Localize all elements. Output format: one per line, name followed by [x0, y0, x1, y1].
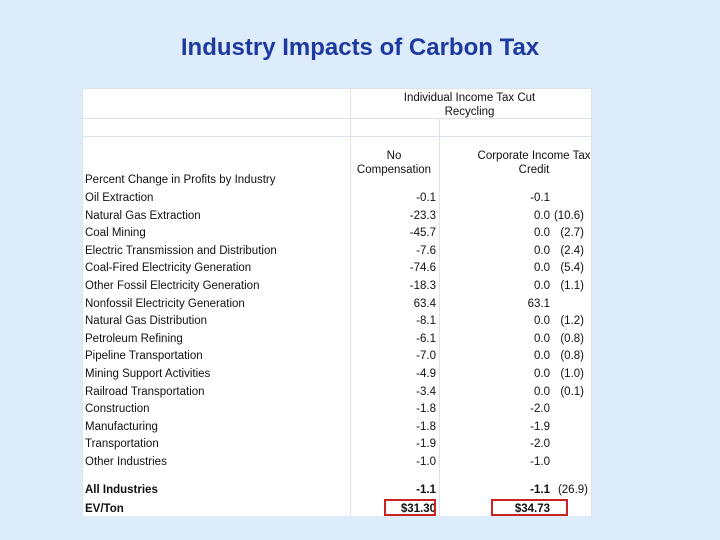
no-compensation-value: -7.0 — [416, 350, 436, 363]
highlight-box — [384, 499, 436, 516]
no-compensation-value: -1.8 — [416, 403, 436, 416]
no-compensation-value: -4.9 — [416, 368, 436, 380]
industry-label: Pipeline Transportation — [85, 350, 203, 363]
grid-line — [350, 88, 351, 516]
corporate-credit-value: 0.0 — [534, 209, 550, 222]
no-compensation-value: -1.9 — [416, 438, 436, 451]
parenthetical-value: (0.8) — [560, 332, 584, 345]
industry-label: Nonfossil Electricity Generation — [85, 297, 245, 310]
grid-line — [82, 88, 592, 89]
column-header-no-compensation: No Compensation — [356, 150, 432, 176]
industry-label: Other Industries — [85, 456, 167, 468]
no-compensation-value: -45.7 — [409, 227, 436, 240]
industry-label: Natural Gas Distribution — [85, 315, 208, 328]
grid-line — [439, 118, 440, 516]
corporate-credit-value: -1.9 — [530, 420, 550, 433]
parenthetical-value: (5.4) — [560, 262, 584, 275]
corporate-credit-value: 0.0 — [534, 350, 550, 363]
corporate-credit-value: -1.0 — [530, 456, 550, 468]
all-industries-no-comp: -1.1 — [416, 484, 436, 496]
ev-ton-corp: $34.73 — [514, 503, 550, 515]
industry-label: Railroad Transportation — [85, 385, 205, 398]
corporate-credit-value: 0.0 — [534, 368, 550, 380]
industry-label: Petroleum Refining — [85, 332, 183, 345]
corporate-credit-value: 0.0 — [534, 315, 550, 328]
highlight-box — [491, 499, 568, 516]
parenthetical-value: (1.1) — [560, 280, 584, 292]
parenthetical-value: (0.1) — [560, 385, 584, 398]
industry-label: Coal Mining — [85, 227, 146, 240]
no-compensation-value: -1.8 — [416, 420, 436, 433]
all-industries-extra: (26.9) — [557, 484, 588, 496]
ev-ton-no-comp: $31.30 — [400, 503, 436, 515]
industry-label: Other Fossil Electricity Generation — [85, 280, 260, 292]
corporate-credit-value: -2.0 — [530, 403, 550, 416]
corporate-credit-value: 0.0 — [534, 332, 550, 345]
industry-label: Mining Support Activities — [85, 368, 211, 380]
parenthetical-value: (0.8) — [560, 350, 584, 363]
corporate-credit-value: 0.0 — [534, 385, 550, 398]
corporate-credit-value: 0.0 — [534, 244, 550, 257]
corporate-credit-value: 63.1 — [527, 297, 550, 310]
corporate-credit-value: -0.1 — [530, 192, 550, 204]
page-title: Industry Impacts of Carbon Tax — [180, 34, 540, 61]
all-industries-corp: -1.1 — [530, 484, 550, 496]
no-compensation-value: -18.3 — [409, 280, 436, 292]
column-header-corporate-income-tax-credit: Corporate Income Tax Credit — [477, 150, 591, 176]
row-header: Percent Change in Profits by Industry — [85, 174, 276, 186]
no-compensation-value: -8.1 — [416, 315, 436, 328]
industry-label: Construction — [85, 403, 150, 416]
industry-label: Manufacturing — [85, 420, 158, 433]
industry-label: Transportation — [85, 438, 159, 451]
group-header: Individual Income Tax Cut Recycling — [403, 92, 536, 118]
grid-line — [82, 88, 83, 516]
no-compensation-value: -74.6 — [409, 262, 436, 275]
no-compensation-value: -1.0 — [416, 456, 436, 468]
ev-ton-label: EV/Ton — [85, 503, 124, 515]
parenthetical-value: (10.6) — [553, 209, 584, 222]
grid-line — [82, 136, 592, 137]
industry-label: Oil Extraction — [85, 192, 154, 204]
corporate-credit-value: 0.0 — [534, 280, 550, 292]
industry-label: Coal-Fired Electricity Generation — [85, 262, 252, 275]
all-industries-label: All Industries — [85, 484, 158, 496]
grid-line — [591, 88, 592, 516]
no-compensation-value: -3.4 — [416, 385, 436, 398]
corporate-credit-value: 0.0 — [534, 227, 550, 240]
no-compensation-value: -0.1 — [416, 192, 436, 204]
impacts-table: Individual Income Tax Cut Recycling No C… — [82, 88, 592, 516]
no-compensation-value: -7.6 — [416, 244, 436, 257]
no-compensation-value: -23.3 — [409, 209, 436, 222]
parenthetical-value: (2.4) — [560, 244, 584, 257]
parenthetical-value: (1.0) — [560, 368, 584, 380]
industry-label: Electric Transmission and Distribution — [85, 244, 277, 257]
no-compensation-value: -6.1 — [416, 332, 436, 345]
corporate-credit-value: -2.0 — [530, 438, 550, 451]
industry-label: Natural Gas Extraction — [85, 209, 201, 222]
parenthetical-value: (1.2) — [560, 315, 584, 328]
parenthetical-value: (2.7) — [560, 227, 584, 240]
corporate-credit-value: 0.0 — [534, 262, 550, 275]
grid-line — [82, 118, 592, 119]
no-compensation-value: 63.4 — [413, 297, 436, 310]
